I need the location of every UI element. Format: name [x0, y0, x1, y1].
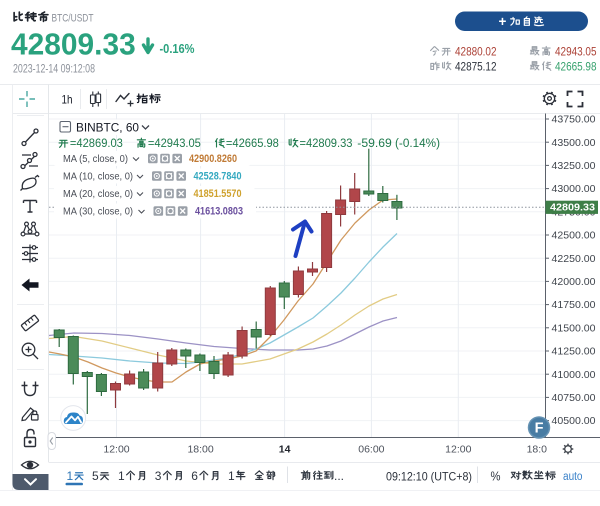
svg-text:MA (10, close, 0): MA (10, close, 0): [63, 172, 133, 183]
svg-text:42809.33: 42809.33: [550, 202, 595, 214]
svg-text:1: 1: [228, 469, 235, 483]
svg-text:=42665.98: =42665.98: [226, 138, 279, 150]
svg-text:41250.00: 41250.00: [552, 346, 596, 358]
svg-text:41750.00: 41750.00: [552, 299, 596, 311]
svg-text:auto: auto: [563, 471, 583, 483]
svg-text:-0.16%: -0.16%: [160, 41, 195, 56]
svg-text:18:0: 18:0: [527, 444, 548, 456]
svg-text:=42869.03: =42869.03: [70, 138, 123, 150]
svg-text:F: F: [535, 421, 544, 437]
svg-text:6: 6: [191, 469, 198, 483]
svg-text:43000.00: 43000.00: [552, 183, 596, 195]
svg-text:MA (20, close, 0): MA (20, close, 0): [63, 189, 133, 200]
svg-text:(-0.14%): (-0.14%): [395, 138, 440, 150]
svg-text:42875.12: 42875.12: [455, 60, 497, 74]
svg-text:43500.00: 43500.00: [552, 137, 596, 149]
svg-text:BINBTC, 60: BINBTC, 60: [76, 121, 139, 135]
svg-text:42880.02: 42880.02: [455, 45, 497, 59]
svg-text:1: 1: [67, 469, 74, 483]
svg-text:42250.00: 42250.00: [552, 253, 596, 265]
svg-text:43250.00: 43250.00: [552, 160, 596, 172]
svg-text:-59.69: -59.69: [357, 138, 392, 150]
svg-text:41000.00: 41000.00: [552, 369, 596, 381]
svg-text:40500.00: 40500.00: [552, 415, 596, 427]
svg-text:09:12:10 (UTC+8): 09:12:10 (UTC+8): [386, 470, 472, 484]
svg-text:41500.00: 41500.00: [552, 322, 596, 334]
svg-text:43750.00: 43750.00: [552, 114, 596, 126]
svg-text:41613.0803: 41613.0803: [195, 206, 243, 218]
svg-text:06:00: 06:00: [358, 444, 384, 456]
svg-text:42500.00: 42500.00: [552, 230, 596, 242]
svg-text:3: 3: [155, 469, 162, 483]
svg-text:42943.05: 42943.05: [555, 45, 597, 59]
svg-text:12:00: 12:00: [445, 444, 471, 456]
svg-text:1: 1: [118, 469, 125, 483]
svg-text:42900.8260: 42900.8260: [189, 153, 237, 165]
svg-text:BTC/USDT: BTC/USDT: [52, 13, 94, 25]
svg-text:18:00: 18:00: [187, 444, 213, 456]
svg-text:...: ...: [334, 469, 344, 483]
svg-text:2023-12-14 09:12:08: 2023-12-14 09:12:08: [13, 64, 95, 76]
svg-text:%: %: [491, 469, 501, 484]
svg-text:42000.00: 42000.00: [552, 276, 596, 288]
svg-text:42528.7840: 42528.7840: [194, 171, 242, 183]
svg-text:=42943.05: =42943.05: [148, 138, 201, 150]
svg-text:MA (30, close, 0): MA (30, close, 0): [63, 207, 133, 218]
svg-text:=42809.33: =42809.33: [300, 138, 353, 150]
svg-text:MA (5, close, 0): MA (5, close, 0): [63, 154, 128, 165]
svg-text:40750.00: 40750.00: [552, 392, 596, 404]
svg-text:42809.33: 42809.33: [11, 27, 136, 61]
svg-text:1h: 1h: [62, 93, 73, 107]
svg-text:14: 14: [279, 444, 291, 456]
svg-text:5: 5: [92, 469, 99, 483]
svg-text:41851.5570: 41851.5570: [194, 188, 242, 200]
svg-text:+: +: [499, 14, 507, 29]
svg-text:42665.98: 42665.98: [555, 60, 597, 74]
svg-text:12:00: 12:00: [103, 444, 129, 456]
